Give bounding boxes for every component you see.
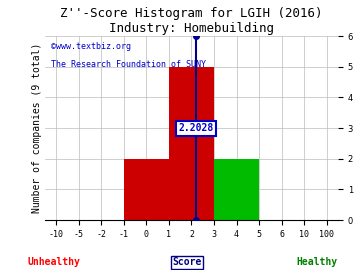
Text: ©www.textbiz.org: ©www.textbiz.org [51,42,131,51]
Text: Score: Score [172,257,202,267]
Text: The Research Foundation of SUNY: The Research Foundation of SUNY [51,60,206,69]
Text: Unhealthy: Unhealthy [28,257,80,267]
Bar [214,159,259,220]
Title: Z''-Score Histogram for LGIH (2016)
Industry: Homebuilding: Z''-Score Histogram for LGIH (2016) Indu… [60,7,323,35]
Bar [124,159,169,220]
Text: 2.2028: 2.2028 [179,123,213,133]
Y-axis label: Number of companies (9 total): Number of companies (9 total) [32,43,42,213]
Bar [169,67,214,220]
Text: Healthy: Healthy [296,257,337,267]
